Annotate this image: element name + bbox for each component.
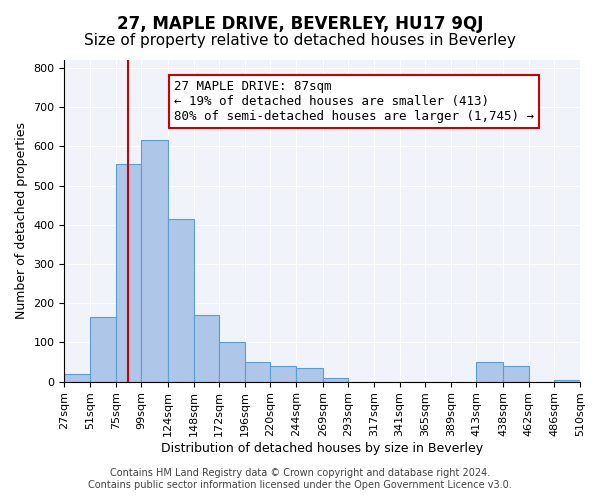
- Bar: [219, 342, 245, 382]
- Bar: [271, 366, 296, 382]
- Bar: [194, 315, 219, 382]
- Bar: [116, 164, 141, 382]
- Bar: [168, 219, 194, 382]
- Bar: [90, 317, 116, 382]
- Bar: [503, 366, 529, 382]
- Bar: [554, 380, 580, 382]
- Bar: [296, 368, 323, 382]
- Y-axis label: Number of detached properties: Number of detached properties: [15, 122, 28, 320]
- Bar: [476, 362, 503, 382]
- Bar: [323, 378, 349, 382]
- Text: 27 MAPLE DRIVE: 87sqm
← 19% of detached houses are smaller (413)
80% of semi-det: 27 MAPLE DRIVE: 87sqm ← 19% of detached …: [175, 80, 535, 122]
- Bar: [64, 374, 90, 382]
- Text: Contains HM Land Registry data © Crown copyright and database right 2024.
Contai: Contains HM Land Registry data © Crown c…: [88, 468, 512, 490]
- Bar: [141, 140, 168, 382]
- Text: Size of property relative to detached houses in Beverley: Size of property relative to detached ho…: [84, 32, 516, 48]
- Bar: [245, 362, 271, 382]
- Text: 27, MAPLE DRIVE, BEVERLEY, HU17 9QJ: 27, MAPLE DRIVE, BEVERLEY, HU17 9QJ: [117, 15, 483, 33]
- X-axis label: Distribution of detached houses by size in Beverley: Distribution of detached houses by size …: [161, 442, 483, 455]
